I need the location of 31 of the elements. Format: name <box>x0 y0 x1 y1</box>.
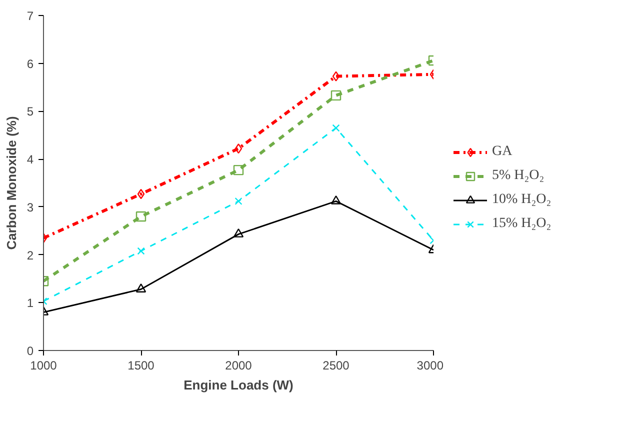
x-tick-label: 3000 <box>416 358 444 372</box>
point <box>136 211 146 222</box>
point <box>137 188 145 200</box>
point <box>330 90 342 101</box>
y-tick-label: 4 <box>26 152 34 167</box>
point <box>233 164 244 176</box>
point <box>136 283 146 292</box>
x-tick-label: 2500 <box>322 358 350 372</box>
legend-label: 10% H₂O₂ <box>492 192 552 208</box>
x-tick-label: 2000 <box>225 358 252 372</box>
x-tick-label: 1000 <box>30 358 58 372</box>
y-tick-label: 3 <box>26 200 34 214</box>
legend-label: 5% H₂O₂ <box>492 168 544 184</box>
x-tick-label: 1500 <box>128 358 155 372</box>
point <box>233 228 244 238</box>
y-tick-label: 6 <box>26 56 34 71</box>
y-tick-label: 2 <box>26 248 34 262</box>
y-tick-label: 5 <box>26 104 34 119</box>
point <box>330 195 342 204</box>
point <box>332 124 340 132</box>
y-tick-label: 0 <box>26 344 34 358</box>
y-tick-label: 1 <box>26 296 34 310</box>
point <box>332 71 340 82</box>
legend-label: 15% H₂O₂ <box>492 216 552 232</box>
y-axis-title: Carbon Monoxide (%) <box>4 116 19 250</box>
legend-label: GA <box>492 144 512 160</box>
point <box>137 247 145 255</box>
x-axis-title: Engine Loads (W) <box>184 378 294 392</box>
y-tick-label: 7 <box>26 9 34 23</box>
point <box>234 197 242 205</box>
point <box>234 143 242 154</box>
